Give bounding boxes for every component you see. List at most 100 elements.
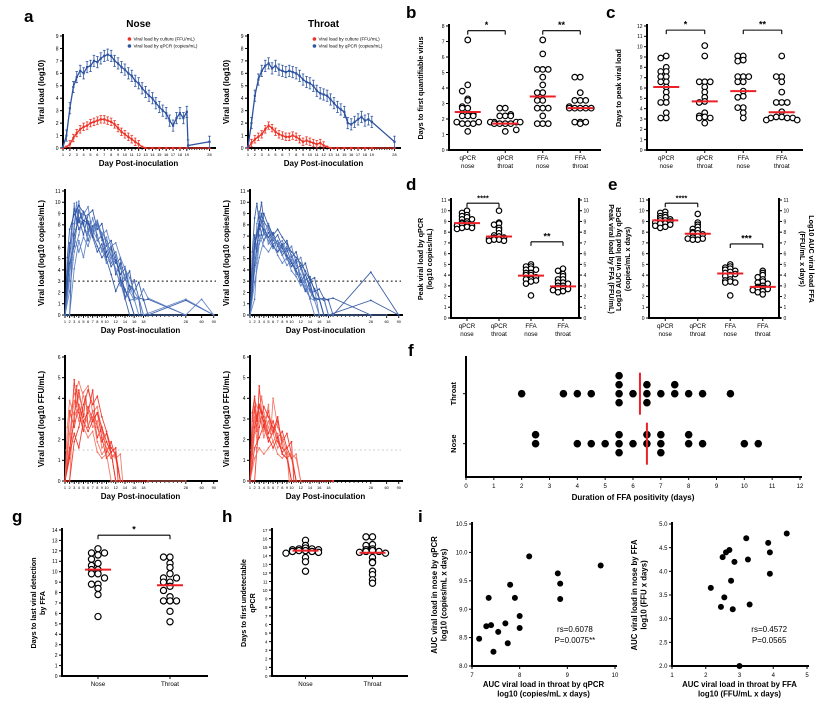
svg-text:10: 10 bbox=[308, 152, 313, 157]
svg-text:5: 5 bbox=[58, 376, 61, 382]
b-svg: 012345678qPCRnoseqPCRthroatFFAnoseFFAthr… bbox=[416, 20, 601, 170]
svg-text:7: 7 bbox=[55, 601, 58, 607]
svg-text:0: 0 bbox=[241, 146, 244, 152]
svg-text:5: 5 bbox=[603, 484, 607, 490]
svg-text:9: 9 bbox=[584, 219, 587, 225]
svg-text:9: 9 bbox=[286, 485, 288, 490]
svg-text:5: 5 bbox=[444, 262, 447, 268]
svg-text:11: 11 bbox=[637, 34, 642, 40]
svg-text:9: 9 bbox=[58, 211, 61, 217]
svg-text:18: 18 bbox=[141, 319, 145, 324]
svg-text:2: 2 bbox=[58, 290, 61, 296]
svg-text:10: 10 bbox=[441, 209, 447, 215]
svg-text:Days to last viral detection: Days to last viral detection bbox=[29, 557, 38, 648]
svg-text:4.0: 4.0 bbox=[659, 569, 668, 575]
svg-text:throat: throat bbox=[572, 163, 588, 170]
svg-text:2: 2 bbox=[254, 152, 256, 157]
svg-text:Viral load by qPCR (copies/mL): Viral load by qPCR (copies/mL) bbox=[318, 44, 382, 49]
svg-text:2: 2 bbox=[254, 319, 256, 324]
svg-text:2: 2 bbox=[69, 319, 71, 324]
svg-text:10: 10 bbox=[240, 200, 246, 206]
svg-text:3: 3 bbox=[258, 319, 260, 324]
svg-text:5: 5 bbox=[442, 70, 445, 76]
svg-text:2.5: 2.5 bbox=[659, 640, 668, 646]
svg-text:qPCR: qPCR bbox=[689, 323, 706, 330]
svg-text:Viral load (log10 FFU/mL): Viral load (log10 FFU/mL) bbox=[37, 371, 46, 468]
svg-text:**: ** bbox=[558, 20, 566, 30]
svg-text:18: 18 bbox=[363, 152, 367, 157]
svg-text:8: 8 bbox=[58, 223, 61, 229]
svg-text:14: 14 bbox=[150, 152, 155, 157]
svg-text:28: 28 bbox=[392, 152, 396, 157]
svg-text:Viral load by culture (FFU/mL): Viral load by culture (FFU/mL) bbox=[133, 37, 195, 42]
svg-text:(log10 copies/mL): (log10 copies/mL) bbox=[425, 228, 434, 290]
svg-text:10: 10 bbox=[55, 200, 61, 206]
svg-text:15: 15 bbox=[157, 152, 161, 157]
svg-text:3: 3 bbox=[265, 648, 268, 653]
svg-text:60: 60 bbox=[384, 319, 389, 324]
svg-text:3: 3 bbox=[243, 279, 246, 285]
svg-text:Nose: Nose bbox=[298, 681, 313, 688]
svg-text:17: 17 bbox=[356, 152, 360, 157]
svg-text:6: 6 bbox=[272, 319, 274, 324]
svg-text:3: 3 bbox=[241, 109, 244, 115]
svg-text:**: ** bbox=[543, 231, 551, 241]
svg-text:3: 3 bbox=[584, 284, 587, 290]
svg-text:qPCR: qPCR bbox=[497, 155, 514, 162]
svg-text:9: 9 bbox=[715, 484, 719, 490]
svg-text:11: 11 bbox=[52, 559, 57, 565]
svg-text:3: 3 bbox=[738, 673, 742, 679]
svg-text:6: 6 bbox=[58, 245, 61, 251]
svg-text:18: 18 bbox=[141, 485, 145, 490]
svg-text:8: 8 bbox=[265, 605, 268, 610]
svg-text:throat: throat bbox=[555, 331, 571, 338]
svg-text:6: 6 bbox=[784, 252, 787, 258]
panel-label-b: b bbox=[406, 3, 417, 22]
svg-text:log10 (copies/mL x days): log10 (copies/mL x days) bbox=[440, 548, 449, 641]
svg-text:16: 16 bbox=[132, 319, 136, 324]
svg-text:Viral load (log10): Viral load (log10) bbox=[222, 60, 231, 125]
svg-text:0: 0 bbox=[584, 316, 587, 322]
svg-text:3: 3 bbox=[444, 284, 447, 290]
peak-viral-load-chart: 0 0 1 1 2 2 3 3 4 4 5 5 6 6 7 7 8 8 9 9 10 10 11 11 qPCR nose qPCR… bbox=[415, 186, 615, 348]
svg-text:90: 90 bbox=[212, 319, 217, 324]
svg-text:90: 90 bbox=[397, 319, 402, 324]
svg-text:nose: nose bbox=[460, 331, 474, 338]
svg-text:5: 5 bbox=[642, 262, 645, 268]
svg-text:qPCR: qPCR bbox=[459, 155, 476, 162]
svg-text:3: 3 bbox=[73, 319, 75, 324]
svg-text:Peak viral load by FFA (FFU/mL: Peak viral load by FFA (FFU/mL) bbox=[607, 204, 615, 314]
svg-text:Days to first undetectable: Days to first undetectable bbox=[239, 559, 248, 647]
svg-text:qPCR: qPCR bbox=[459, 323, 476, 330]
panel-label-e: e bbox=[608, 175, 618, 194]
svg-text:13: 13 bbox=[328, 152, 332, 157]
svg-text:7: 7 bbox=[92, 485, 94, 490]
panel-label-d: d bbox=[406, 175, 417, 194]
svg-text:10: 10 bbox=[637, 45, 643, 51]
svg-text:Day Post-inoculation: Day Post-inoculation bbox=[286, 492, 366, 501]
svg-text:18: 18 bbox=[326, 319, 330, 324]
svg-text:0: 0 bbox=[243, 479, 246, 485]
svg-text:4: 4 bbox=[442, 86, 445, 92]
panel-label-i: i bbox=[418, 507, 423, 526]
svg-text:5: 5 bbox=[56, 84, 59, 90]
svg-text:6: 6 bbox=[584, 252, 587, 258]
svg-text:19: 19 bbox=[185, 152, 189, 157]
days-to-last-ffa-detection-chart: 0 1 2 3 4 5 6 7 8 9 10 11 12 13 14 Nose Throat * Days to l… bbox=[28, 516, 218, 702]
svg-text:**: ** bbox=[759, 20, 767, 30]
svg-text:nose: nose bbox=[724, 331, 738, 338]
svg-text:6: 6 bbox=[281, 152, 283, 157]
svg-text:7: 7 bbox=[241, 59, 244, 65]
svg-text:5: 5 bbox=[241, 84, 244, 90]
svg-text:13: 13 bbox=[263, 562, 268, 567]
svg-text:FFA: FFA bbox=[537, 155, 549, 162]
svg-text:(FFU/mL x days): (FFU/mL x days) bbox=[798, 231, 807, 287]
svg-text:***: *** bbox=[741, 233, 752, 243]
svg-text:1: 1 bbox=[62, 152, 64, 157]
svg-text:9.0: 9.0 bbox=[459, 607, 468, 613]
svg-text:16: 16 bbox=[263, 536, 268, 541]
svg-text:8: 8 bbox=[784, 230, 787, 236]
